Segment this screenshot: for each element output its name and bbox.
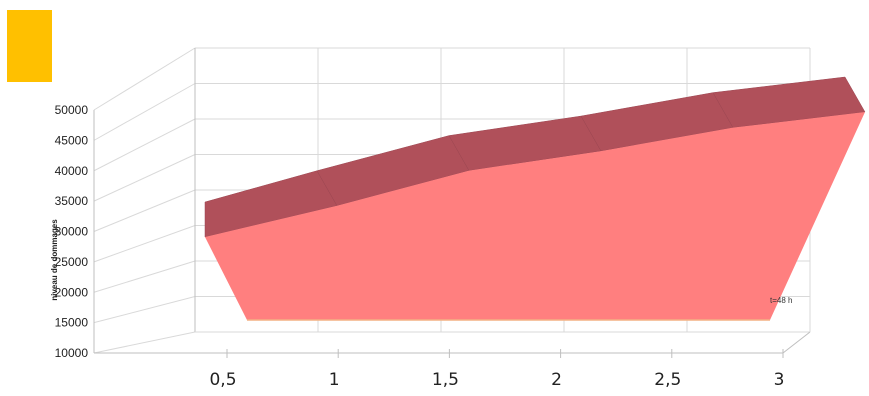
- x-tick-label: 2: [551, 370, 562, 390]
- legend-swatch: [7, 10, 52, 82]
- x-tick-label: 0,5: [209, 370, 236, 390]
- grid-line-side: [93, 225, 196, 263]
- x-tick-label: 3: [774, 370, 785, 390]
- series-front-face: [205, 112, 865, 320]
- grid-line-side: [93, 154, 196, 202]
- y-tick-label: 50000: [55, 103, 89, 117]
- grid-line-side: [93, 331, 196, 354]
- y-tick-label: 10000: [55, 346, 89, 360]
- chart-axes: [93, 48, 811, 354]
- series-label: t=48 h: [770, 296, 792, 305]
- grid-line-side: [93, 296, 196, 324]
- x-tick-label: 1,5: [432, 370, 459, 390]
- grid-line-side: [93, 260, 196, 293]
- y-tick-label: 15000: [55, 316, 89, 330]
- x-tick-label: 1: [329, 370, 340, 390]
- chart-series: [204, 76, 866, 321]
- y-tick-label: 40000: [55, 164, 89, 178]
- grid-line-side: [93, 83, 196, 141]
- x-tick-label: 2,5: [654, 370, 681, 390]
- grid-line-side: [93, 118, 196, 172]
- y-tick-label: 25000: [55, 255, 89, 269]
- grid-line-side: [93, 189, 196, 232]
- y-axis-label: niveau de dommages: [50, 219, 59, 301]
- y-tick-label: 30000: [55, 225, 89, 239]
- y-tick-label: 45000: [55, 133, 89, 147]
- floor-right-edge: [782, 331, 811, 354]
- y-tick-label: 20000: [55, 285, 89, 299]
- chart-ticks: 50000 45000 40000 35000 30000 25000 20000 15000…: [55, 103, 785, 390]
- grid-line-side: [93, 47, 196, 111]
- y-tick-label: 35000: [55, 194, 89, 208]
